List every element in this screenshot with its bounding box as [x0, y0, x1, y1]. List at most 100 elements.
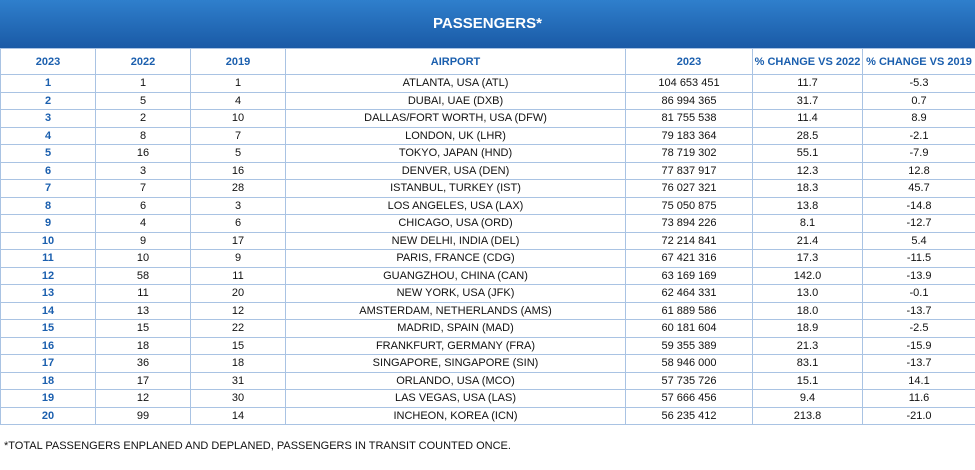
cell: 1	[190, 74, 286, 93]
rank-cell: 10	[0, 231, 96, 250]
cell: 4	[95, 214, 191, 233]
cell: 17.3	[752, 249, 863, 268]
rank-cell: 16	[0, 336, 96, 355]
cell: 5	[190, 144, 286, 163]
cell: 86 994 365	[625, 91, 753, 110]
rank-cell: 3	[0, 109, 96, 128]
cell: NEW YORK, USA (JFK)	[285, 284, 626, 303]
table-row: 3 2 10 DALLAS/FORT WORTH, USA (DFW) 81 755 5…	[0, 109, 975, 128]
cell: 58	[95, 266, 191, 285]
cell: 17	[95, 371, 191, 390]
cell: 73 894 226	[625, 214, 753, 233]
cell: 15	[190, 336, 286, 355]
cell: 5	[95, 91, 191, 110]
cell: 13	[95, 301, 191, 320]
cell: 14	[190, 406, 286, 425]
cell: 2	[95, 109, 191, 128]
rank-cell: 14	[0, 301, 96, 320]
column-header: 2019	[190, 48, 286, 75]
cell: 213.8	[752, 406, 863, 425]
rank-cell: 8	[0, 196, 96, 215]
cell: 11.4	[752, 109, 863, 128]
cell: DALLAS/FORT WORTH, USA (DFW)	[285, 109, 626, 128]
cell: 4	[190, 91, 286, 110]
cell: NEW DELHI, INDIA (DEL)	[285, 231, 626, 250]
rank-cell: 6	[0, 161, 96, 180]
cell: -0.1	[862, 284, 975, 303]
cell: 7	[190, 126, 286, 145]
column-header: % CHANGE VS 2022	[752, 48, 863, 75]
cell: MADRID, SPAIN (MAD)	[285, 319, 626, 338]
rank-cell: 7	[0, 179, 96, 198]
cell: 15	[95, 319, 191, 338]
cell: 58 946 000	[625, 354, 753, 373]
column-header: 2023	[0, 48, 96, 75]
footnote: *TOTAL PASSENGERS ENPLANED AND DEPLANED,…	[4, 440, 511, 452]
column-header: AIRPORT	[285, 48, 626, 75]
table: 2023 2022 2019 AIRPORT 2023% CHANGE VS 2022%…	[0, 48, 975, 425]
cell: -15.9	[862, 336, 975, 355]
cell: 8.9	[862, 109, 975, 128]
cell: 13.8	[752, 196, 863, 215]
cell: 9	[95, 231, 191, 250]
cell: 61 889 586	[625, 301, 753, 320]
cell: 59 355 389	[625, 336, 753, 355]
cell: PARIS, FRANCE (CDG)	[285, 249, 626, 268]
rank-cell: 13	[0, 284, 96, 303]
cell: 83.1	[752, 354, 863, 373]
rank-cell: 1	[0, 74, 96, 93]
cell: DUBAI, UAE (DXB)	[285, 91, 626, 110]
cell: INCHEON, KOREA (ICN)	[285, 406, 626, 425]
cell: ATLANTA, USA (ATL)	[285, 74, 626, 93]
cell: 62 464 331	[625, 284, 753, 303]
cell: 99	[95, 406, 191, 425]
cell: 8	[95, 126, 191, 145]
cell: 77 837 917	[625, 161, 753, 180]
cell: 3	[95, 161, 191, 180]
cell: 104 653 451	[625, 74, 753, 93]
header-row: 2023 2022 2019 AIRPORT 2023% CHANGE VS 2022%…	[0, 48, 975, 75]
cell: 78 719 302	[625, 144, 753, 163]
table-row: 10 9 17 NEW DELHI, INDIA (DEL) 72 214 841 21.…	[0, 231, 975, 250]
cell: 63 169 169	[625, 266, 753, 285]
cell: 56 235 412	[625, 406, 753, 425]
rank-cell: 5	[0, 144, 96, 163]
table-row: 9 4 6 CHICAGO, USA (ORD) 73 894 226 8.1 -12.7	[0, 214, 975, 233]
rank-cell: 4	[0, 126, 96, 145]
cell: FRANKFURT, GERMANY (FRA)	[285, 336, 626, 355]
cell: ORLANDO, USA (MCO)	[285, 371, 626, 390]
cell: 3	[190, 196, 286, 215]
cell: 30	[190, 389, 286, 408]
rank-cell: 18	[0, 371, 96, 390]
cell: 36	[95, 354, 191, 373]
cell: SINGAPORE, SINGAPORE (SIN)	[285, 354, 626, 373]
cell: -2.5	[862, 319, 975, 338]
table-row: 6 3 16 DENVER, USA (DEN) 77 837 917 12.3 12.8	[0, 161, 975, 180]
rank-cell: 11	[0, 249, 96, 268]
cell: 14.1	[862, 371, 975, 390]
cell: 15.1	[752, 371, 863, 390]
cell: 16	[95, 144, 191, 163]
column-header: 2023	[625, 48, 753, 75]
cell: 18.3	[752, 179, 863, 198]
table-row: 18 17 31 ORLANDO, USA (MCO) 57 735 726 15.1 14…	[0, 371, 975, 390]
table-row: 1 1 1 ATLANTA, USA (ATL) 104 653 451 11.7 -5.3	[0, 74, 975, 93]
rank-cell: 2	[0, 91, 96, 110]
table-row: 12 58 11 GUANGZHOU, CHINA (CAN) 63 169 169 14…	[0, 266, 975, 285]
cell: 45.7	[862, 179, 975, 198]
cell: 11	[190, 266, 286, 285]
cell: 6	[190, 214, 286, 233]
rank-cell: 12	[0, 266, 96, 285]
cell: -11.5	[862, 249, 975, 268]
cell: 31.7	[752, 91, 863, 110]
cell: 76 027 321	[625, 179, 753, 198]
cell: LOS ANGELES, USA (LAX)	[285, 196, 626, 215]
cell: 9	[190, 249, 286, 268]
cell: LAS VEGAS, USA (LAS)	[285, 389, 626, 408]
column-header: % CHANGE VS 2019	[862, 48, 975, 75]
rank-cell: 9	[0, 214, 96, 233]
table-row: 15 15 22 MADRID, SPAIN (MAD) 60 181 604 18.9-…	[0, 319, 975, 338]
table-row: 7 7 28 ISTANBUL, TURKEY (IST) 76 027 321 18.3…	[0, 179, 975, 198]
table-row: 8 6 3 LOS ANGELES, USA (LAX) 75 050 875 13.8-…	[0, 196, 975, 215]
